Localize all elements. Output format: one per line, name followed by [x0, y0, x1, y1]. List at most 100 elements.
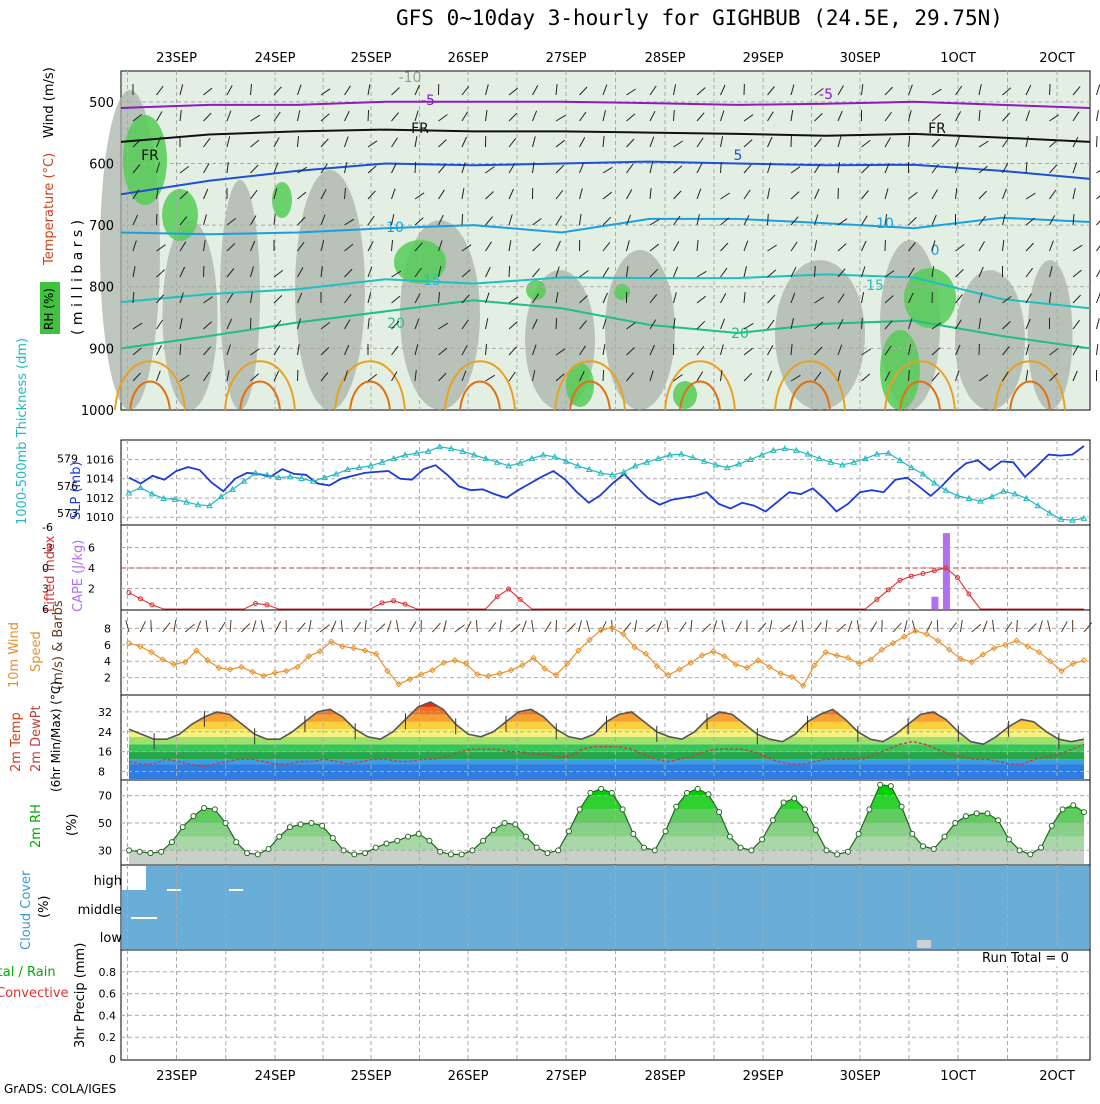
slp-tick-label: 1016: [86, 453, 114, 466]
rh-marker: [223, 821, 228, 826]
precip-ticks: 0.80.60.40.20: [99, 966, 117, 1066]
rh-green-area: [673, 381, 697, 409]
precip-tick-label: 0.2: [99, 1031, 117, 1044]
cloud-axis-unit: (%): [37, 896, 52, 919]
rh-marker: [180, 825, 185, 830]
rh-tick-label: 70: [98, 790, 112, 803]
precip-axis-label-1: Total / Rain: [0, 965, 56, 980]
x-tick-label-bottom: 24SEP: [255, 1069, 296, 1084]
wind-barb: [603, 370, 604, 381]
rh-axis-label-1: 2m RH: [29, 804, 44, 848]
temp-band: [121, 744, 1090, 751]
rh-marker: [534, 845, 539, 850]
rh-marker: [470, 848, 475, 853]
x-tick-label-bottom: 28SEP: [645, 1069, 686, 1084]
rh-marker: [792, 796, 797, 801]
rh-marker: [277, 834, 282, 839]
slp-tick-label: 1014: [86, 473, 114, 486]
wind-axis-label-2: Speed: [29, 631, 44, 672]
rh-marker: [824, 848, 829, 853]
rh-marker: [255, 852, 260, 857]
rh-marker: [856, 831, 861, 836]
pressure-tick-label: 600: [89, 157, 114, 172]
rh-marker: [1028, 852, 1033, 857]
rh-marker: [234, 840, 239, 845]
barb-10m: [556, 620, 557, 632]
cloud-clear: [229, 889, 243, 891]
rh-marker: [502, 821, 507, 826]
wind-barb: [415, 162, 416, 173]
cloud-fill: [122, 866, 1089, 949]
pressure-tick-label: 900: [89, 342, 114, 357]
rh-marker: [888, 784, 893, 789]
cloud-level-label: high: [94, 874, 122, 889]
x-tick-label-bottom: 27SEP: [546, 1069, 587, 1084]
rh-marker: [974, 811, 979, 816]
cape-tick-label: 4: [88, 562, 95, 575]
rh-marker: [352, 852, 357, 857]
li-tick-label: -6: [42, 521, 53, 534]
x-tick-label-top: 28SEP: [645, 51, 686, 66]
isotherm-label: 10: [386, 220, 404, 236]
wind-barb: [556, 318, 557, 329]
rh-marker: [727, 834, 732, 839]
sounding-wind-label: Wind (m/s): [42, 67, 57, 138]
rh-marker: [212, 807, 217, 812]
rh-marker: [910, 831, 915, 836]
rh-marker: [395, 838, 400, 843]
rh-marker: [717, 810, 722, 815]
rh-marker: [384, 841, 389, 846]
isotherm-label: 15: [866, 278, 884, 294]
x-tick-label-top: 24SEP: [255, 51, 296, 66]
cloud-area: [122, 866, 1089, 949]
cape-axis-label: CAPE (J/kg): [71, 540, 86, 612]
wind-barb: [1097, 293, 1100, 303]
wind-barb: [462, 214, 463, 225]
rh-marker: [159, 849, 164, 854]
wind-barb: [1097, 85, 1100, 96]
isotherm-label: 5: [734, 148, 743, 164]
rh-marker: [652, 848, 657, 853]
x-tick-label-top: 2OCT: [1039, 51, 1075, 66]
wind-barb: [1097, 167, 1100, 173]
rh-grey-area: [295, 170, 365, 410]
wind-barb: [1097, 318, 1100, 329]
rh-grey-area: [163, 220, 218, 410]
rh-marker: [921, 844, 926, 849]
x-tick-label-top: 30SEP: [840, 51, 881, 66]
rh-marker: [481, 838, 486, 843]
rh-tick-label: 30: [98, 844, 112, 857]
wind-barb: [509, 266, 510, 277]
temp-tick-label: 8: [98, 766, 105, 779]
barb-10m: [937, 620, 938, 632]
cloud-level-label: middle: [78, 903, 122, 918]
rh-marker: [373, 845, 378, 850]
wind-tick-label: 2: [104, 672, 111, 685]
isotherm-label: -10: [399, 70, 422, 86]
rh-marker: [137, 849, 142, 854]
x-tick-label-top: 1OCT: [940, 51, 976, 66]
rh-marker: [867, 807, 872, 812]
rh-marker: [1071, 803, 1076, 808]
isotherm-label: FR: [411, 121, 429, 137]
pressure-tick-label: 500: [89, 96, 114, 111]
rh-marker: [706, 792, 711, 797]
rh-marker: [577, 807, 582, 812]
rh-marker: [1049, 823, 1054, 828]
rh-marker: [695, 786, 700, 791]
pressure-tick-label: 700: [89, 219, 114, 234]
rh-marker: [416, 831, 421, 836]
x-tick-label-top: 25SEP: [351, 51, 392, 66]
rh-marker: [148, 851, 153, 856]
rh-marker: [963, 814, 968, 819]
sounding-panel: -5-5FRFRFR5101015152020-100 500600700800…: [81, 70, 1100, 419]
isotherm-label: 20: [731, 326, 749, 342]
x-tick-label-bottom: 29SEP: [743, 1069, 784, 1084]
cloud-axis-label: Cloud Cover: [19, 870, 34, 950]
isotherm-label: FR: [141, 148, 159, 164]
rh-marker: [674, 804, 679, 809]
isotherm-label: 0: [931, 243, 940, 259]
